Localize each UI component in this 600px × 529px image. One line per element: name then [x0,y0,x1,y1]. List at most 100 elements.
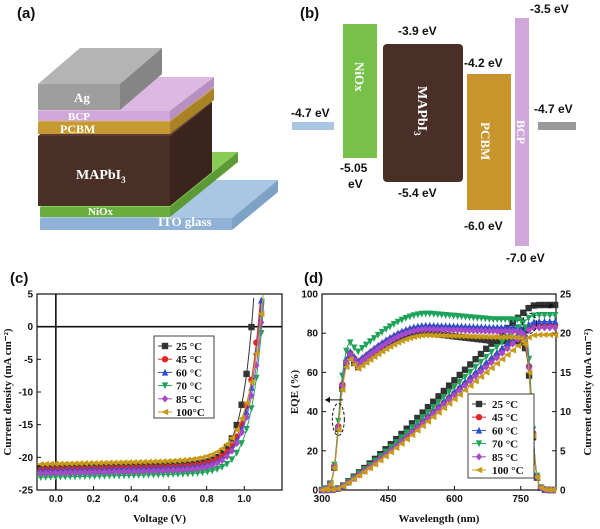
jv-point [145,467,152,475]
eqe-legend-label: 100 °C [492,465,524,477]
eqe-point [358,345,366,352]
right-dashed-ellipse [522,312,538,334]
jv-xtick-label: 0.8 [200,494,214,505]
jsc-point [456,386,463,395]
ag-level [538,122,576,130]
jv-point [199,463,206,472]
eqe-point [386,343,394,350]
eqe-point [434,325,441,334]
jsc-point [551,324,559,332]
eqe-point [410,331,418,339]
pcbm-band [467,74,511,210]
jsc-point [488,358,495,367]
jsc-point [477,350,485,358]
jv-point [218,445,226,452]
jsc-point [434,409,442,416]
eqe-ytick-label: 60 [307,368,319,379]
eqe-point [402,334,410,341]
eqe-point [525,369,533,376]
pcbm-top-label: -4.2 eV [464,56,503,70]
jsc-point [509,340,516,348]
eqe-point [347,339,354,347]
eqe-point [494,327,501,335]
jv-point [130,459,138,466]
jv-point [228,434,236,442]
eqe-ytick-label: 40 [307,407,319,418]
jv-point [130,467,138,476]
jv-legend-label: 85 °C [176,394,202,406]
jsc-point [530,332,538,339]
jv-point [90,459,98,467]
jsc-point [530,318,538,326]
eqe-point [461,333,469,340]
jv-point [66,460,74,467]
jsc-point [392,444,400,452]
jsc-point [524,334,532,341]
mapbi3-band [383,44,463,182]
jsc-point [498,339,506,346]
jv-ytick-label: -25 [19,486,34,497]
jv-point [135,467,142,475]
eqe-point [433,332,441,339]
jsc-point [323,486,331,494]
jsc-point [461,373,469,381]
jv-point [223,452,231,461]
jsc-point [493,360,501,367]
eqe-point [533,474,541,481]
jv-point [140,467,147,475]
jsc-point [419,414,426,422]
jv-point [111,472,118,480]
jv-point [37,474,44,481]
jsc-point [350,475,357,483]
jsc-point [546,324,554,332]
eqe-point [442,326,449,334]
eqe-point [378,328,386,336]
jv-series [36,295,265,468]
pcbm-band-label: PCBM [478,122,493,160]
jsc-point [520,309,527,316]
eqe-point [470,326,477,335]
jv-point [179,457,187,464]
jv-point [145,471,152,479]
eqe-point [422,330,429,337]
jv-legend-label: 60 °C [176,367,202,379]
jsc-point [477,363,485,371]
eqe-point [338,386,346,393]
eqe-point [482,327,489,335]
eqe-point [458,322,465,330]
eqe-point [449,332,457,340]
eqe-point [470,335,477,342]
jv-point [218,463,226,471]
jv-ytick-label: -20 [19,453,34,464]
eqe-point [414,332,422,340]
jsc-point [418,422,426,430]
layer-label-bcp: BCP [68,111,90,123]
layer-label-niox: NiOx [88,206,114,218]
bcp-top-label: -3.5 eV [530,2,569,16]
eqe-point [486,323,493,331]
eqe-ytick-label: 100 [301,290,318,301]
eqe-ylabel: EQE (%) [289,370,301,415]
jsc-point [483,358,490,366]
jv-point [243,370,250,378]
jv-point [218,456,226,465]
eqe-point [414,311,422,319]
jsc-point [461,377,469,385]
eqe-point [418,310,425,318]
jsc-point [456,371,463,379]
jv-point [189,465,196,473]
eqe-point [509,333,517,341]
jsc-point [540,331,548,338]
jsc-point [493,349,501,356]
eqe-point [346,356,354,363]
eqe-point [517,335,525,342]
jv-point [62,469,69,477]
jv-point [96,468,103,476]
eqe-ytick-right-label: 25 [560,290,572,301]
jsc-point [440,387,448,395]
jsc-point [551,311,559,319]
jsc-point [509,347,516,354]
jv-point [101,468,108,476]
jv-legend-box [153,335,215,419]
jsc-point [413,427,421,434]
